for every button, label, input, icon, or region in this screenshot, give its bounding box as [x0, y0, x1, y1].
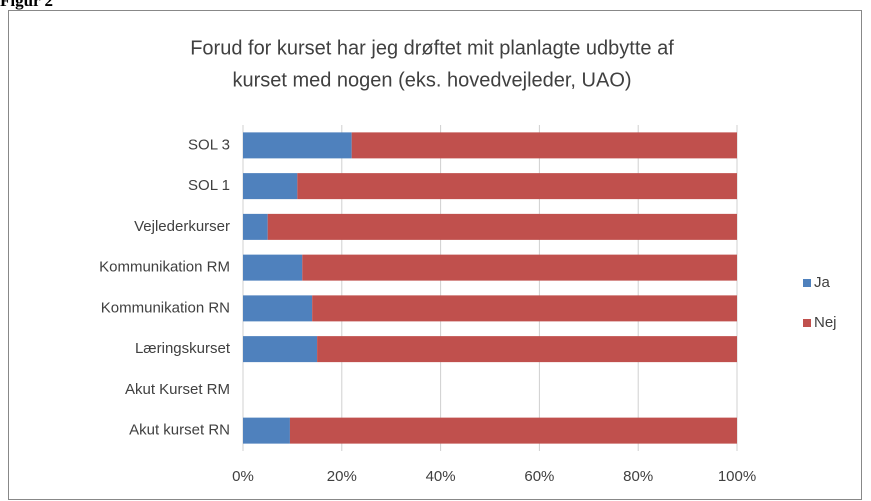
bar: [243, 213, 268, 240]
x-tick-label: 100%: [718, 468, 756, 485]
bar: [267, 213, 737, 240]
legend-label: Ja: [814, 274, 831, 291]
bar: [297, 173, 737, 200]
x-tick-label: 0%: [232, 468, 254, 485]
x-tick-label: 40%: [426, 468, 456, 485]
bar: [243, 132, 352, 159]
legend-swatch: [803, 319, 811, 327]
y-tick-label: SOL 1: [188, 177, 230, 194]
y-tick-label: Akut Kurset RM: [125, 381, 230, 398]
y-tick-label: Vejlederkurser: [134, 218, 230, 235]
bar: [351, 132, 737, 159]
y-tick-label: Læringskurset: [135, 340, 231, 357]
bar: [243, 336, 318, 363]
chart-title: kurset med nogen (eks. hovedvejleder, UA…: [232, 69, 631, 91]
bar: [289, 417, 737, 444]
y-tick-label: Kommunikation RM: [99, 259, 230, 276]
y-tick-label: Akut kurset RN: [129, 422, 230, 439]
legend-label: Nej: [814, 314, 837, 331]
bar: [243, 173, 298, 200]
bar: [243, 254, 303, 281]
x-tick-label: 60%: [524, 468, 554, 485]
x-tick-label: 80%: [623, 468, 653, 485]
bar: [312, 295, 737, 322]
bar: [243, 295, 313, 322]
legend-swatch: [803, 279, 811, 287]
y-tick-label: Kommunikation RN: [101, 299, 230, 316]
bar: [302, 254, 737, 281]
bar: [317, 336, 737, 363]
chart-title: Forud for kurset har jeg drøftet mit pla…: [190, 37, 674, 59]
figure-label: Figur 2: [0, 0, 53, 10]
bar: [243, 417, 290, 444]
x-tick-label: 20%: [327, 468, 357, 485]
y-tick-label: SOL 3: [188, 136, 230, 153]
